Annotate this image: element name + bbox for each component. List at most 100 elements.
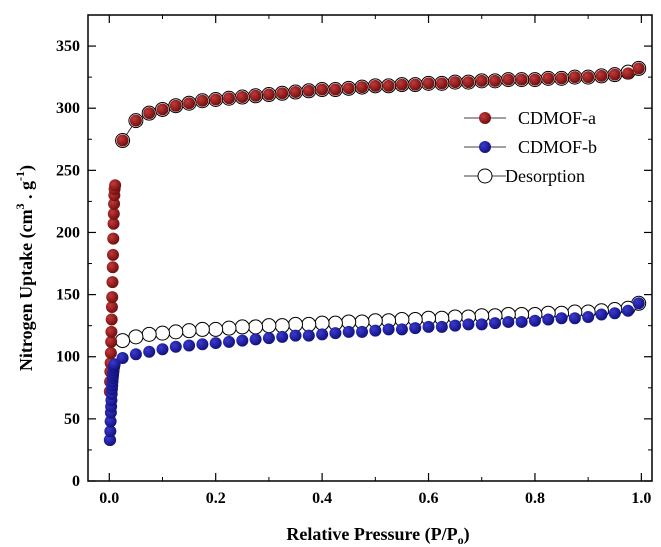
series-desorption — [115, 60, 647, 149]
data-point-desorption-b — [128, 329, 144, 345]
data-point-desorption-b — [221, 320, 237, 336]
data-point-cdmof-a — [608, 68, 621, 81]
data-point-cdmof-b — [582, 310, 595, 323]
series-cdmof-b — [103, 297, 645, 446]
data-point-cdmof-a — [595, 69, 608, 82]
data-point-cdmof-a — [462, 76, 475, 89]
data-point-cdmof-b — [568, 312, 581, 325]
data-point-cdmof-b — [489, 317, 502, 330]
data-point-cdmof-a — [223, 92, 235, 105]
data-point-desorption-b — [194, 321, 210, 337]
data-point-cdmof-b — [632, 297, 645, 310]
data-point-cdmof-b — [462, 318, 475, 331]
data-point-desorption-b — [208, 321, 224, 337]
data-point-cdmof-a — [632, 62, 645, 75]
data-point-desorption-b — [301, 316, 317, 332]
x-tick-label: 0.6 — [419, 490, 439, 507]
data-point-cdmof-b — [475, 318, 488, 331]
data-point-cdmof-a — [107, 217, 120, 230]
data-point-desorption-b — [181, 323, 197, 339]
data-point-cdmof-a — [262, 88, 275, 101]
data-point-cdmof-a — [105, 313, 118, 326]
data-point-cdmof-b — [542, 313, 555, 326]
data-point-cdmof-a — [382, 79, 395, 92]
x-tick-label: 0.4 — [312, 490, 332, 507]
data-point-cdmof-b — [356, 325, 369, 338]
data-point-cdmof-a — [316, 83, 329, 96]
y-tick-label: 200 — [56, 224, 80, 241]
data-series — [103, 60, 647, 446]
data-point-cdmof-a — [342, 82, 355, 95]
data-point-desorption-b — [234, 319, 250, 335]
data-point-cdmof-b — [116, 351, 129, 364]
data-point-desorption-b — [168, 324, 184, 340]
data-point-desorption-b — [288, 316, 304, 332]
y-tick-label: 250 — [56, 162, 80, 179]
data-point-cdmof-b — [409, 322, 422, 335]
data-point-cdmof-a — [542, 72, 555, 85]
data-point-desorption-b — [314, 315, 330, 331]
data-point-cdmof-a — [109, 179, 122, 192]
x-tick-label: 0.0 — [99, 490, 119, 507]
x-tick-label: 1.0 — [631, 490, 651, 507]
data-point-cdmof-a — [329, 83, 342, 96]
x-axis-title: Relative Pressure (P/Po) — [286, 524, 469, 547]
y-tick-label: 300 — [56, 100, 80, 117]
data-point-cdmof-a — [107, 232, 120, 245]
legend-marker-desorption — [477, 168, 493, 184]
x-tick-label: 0.2 — [206, 490, 226, 507]
data-point-cdmof-a — [105, 301, 118, 314]
data-point-cdmof-b — [289, 329, 302, 342]
data-point-cdmof-a — [369, 79, 382, 92]
data-point-desorption-b — [248, 319, 264, 335]
data-point-cdmof-a — [107, 207, 120, 220]
data-point-desorption-b — [274, 318, 290, 334]
x-tick-label: 0.8 — [525, 490, 545, 507]
y-axis-title: Nitrogen Uptake (cm3 . g-1) — [13, 165, 37, 371]
data-point-cdmof-b — [515, 315, 528, 328]
data-point-cdmof-a — [622, 67, 635, 80]
data-point-cdmof-b — [262, 332, 275, 345]
data-point-cdmof-a — [105, 325, 118, 338]
data-point-cdmof-a — [183, 97, 196, 110]
data-point-cdmof-b — [209, 337, 222, 350]
y-axis-title-mid: . g — [16, 181, 36, 204]
data-point-cdmof-a — [395, 78, 408, 91]
y-tick-label: 50 — [64, 411, 80, 428]
legend-label-desorption: Desorption — [505, 166, 585, 186]
data-point-desorption-b — [115, 333, 131, 349]
data-point-cdmof-b — [555, 312, 568, 325]
data-point-cdmof-b — [183, 339, 196, 352]
plot-frame — [87, 14, 653, 482]
data-point-cdmof-a — [449, 76, 462, 89]
data-point-cdmof-a — [209, 93, 222, 106]
data-point-cdmof-a — [515, 73, 528, 86]
data-point-cdmof-b — [342, 325, 355, 338]
data-point-cdmof-a — [489, 74, 502, 87]
data-point-cdmof-b — [608, 307, 621, 320]
data-point-cdmof-a — [169, 99, 182, 112]
data-point-cdmof-a — [356, 81, 369, 94]
data-point-cdmof-a — [568, 71, 581, 84]
data-point-cdmof-b — [129, 348, 142, 361]
data-point-cdmof-b — [276, 330, 289, 343]
data-point-cdmof-b — [449, 319, 462, 332]
data-point-cdmof-a — [528, 73, 541, 86]
data-point-cdmof-a — [156, 103, 169, 116]
x-axis-title-close: ) — [464, 524, 470, 545]
data-point-cdmof-b — [329, 327, 342, 340]
y-axis-ticks: 0 50 100 150 200 250 300 350 — [56, 38, 652, 490]
x-axis-title-main: Relative Pressure (P/P — [286, 524, 457, 545]
y-axis-title-sup1: 3 — [13, 203, 27, 209]
data-point-cdmof-b — [156, 343, 169, 356]
data-point-cdmof-b — [249, 333, 262, 346]
data-point-cdmof-a — [106, 291, 119, 304]
data-point-desorption-b — [154, 325, 170, 341]
data-point-cdmof-b — [395, 323, 408, 336]
data-point-cdmof-a — [409, 78, 422, 91]
data-point-desorption-b — [261, 318, 277, 334]
data-point-cdmof-b — [528, 314, 541, 327]
x-axis-ticks: 0.0 0.2 0.4 0.6 0.8 1.0 — [99, 15, 651, 507]
data-point-cdmof-b — [502, 315, 515, 328]
data-point-cdmof-a — [108, 197, 121, 210]
